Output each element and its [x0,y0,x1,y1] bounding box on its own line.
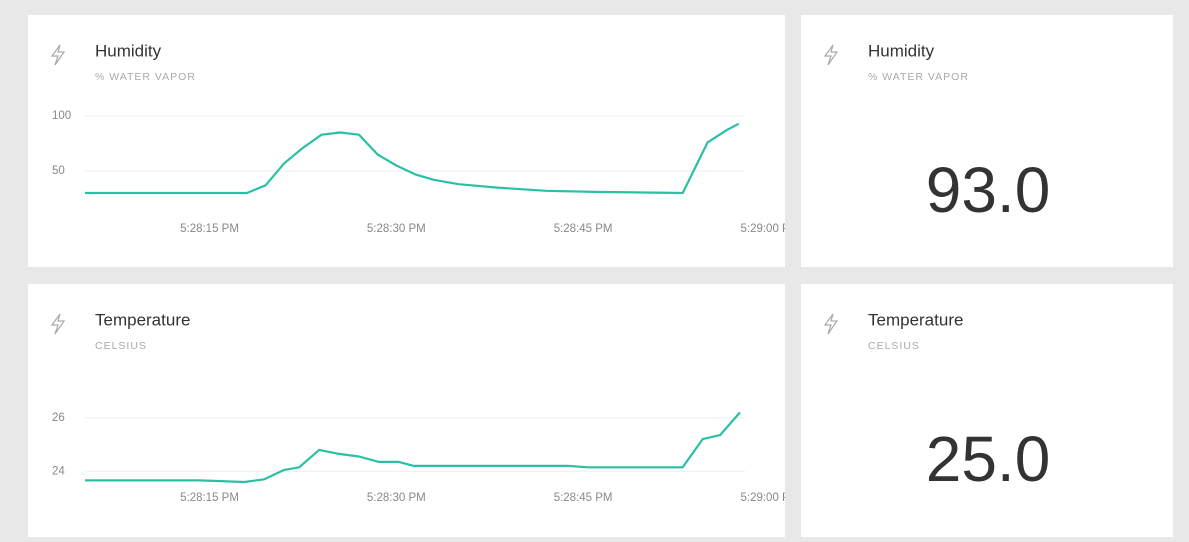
tile-subtitle: CELSIUS [868,340,920,352]
chart-card [28,15,785,267]
tile-title: Humidity [868,41,935,60]
bolt-icon [823,313,839,335]
x-tick-label: 5:28:15 PM [180,223,239,235]
x-tick-label: 5:28:45 PM [554,223,613,235]
y-tick-label: 24 [52,465,65,477]
chart-title: Humidity [95,41,162,60]
y-tick-label: 50 [52,165,65,177]
tile-value: 93.0 [926,154,1051,226]
chart-card [28,284,785,537]
x-tick-label: 5:29:00 PM [740,492,799,504]
chart: 50 100 5:28:15 PM 5:28:30 PM 5:28:45 PM 5:29:… [52,110,799,235]
chart: 24 26 5:28:15 PM 5:28:30 PM 5:28:45 PM 5:29:0… [52,411,799,504]
x-tick-label: 5:28:30 PM [367,223,426,235]
bolt-icon [50,44,66,66]
chart-title: Temperature [95,310,190,329]
bolt-icon [823,44,839,66]
value-card [801,284,1173,537]
data-line [85,122,740,195]
y-tick-label: 100 [52,110,71,122]
tile-subtitle: % WATER VAPOR [868,71,969,83]
data-line [85,411,741,484]
chart-subtitle: % WATER VAPOR [95,71,196,83]
x-tick-label: 5:28:15 PM [180,492,239,504]
bolt-icon [50,313,66,335]
chart-subtitle: CELSIUS [95,340,147,352]
tile-title: Temperature [868,310,963,329]
value-card [801,15,1173,267]
x-tick-label: 5:29:00 PM [740,223,799,235]
x-tick-label: 5:28:45 PM [554,492,613,504]
x-tick-label: 5:28:30 PM [367,492,426,504]
tile-value: 25.0 [926,423,1051,495]
y-tick-label: 26 [52,412,65,424]
